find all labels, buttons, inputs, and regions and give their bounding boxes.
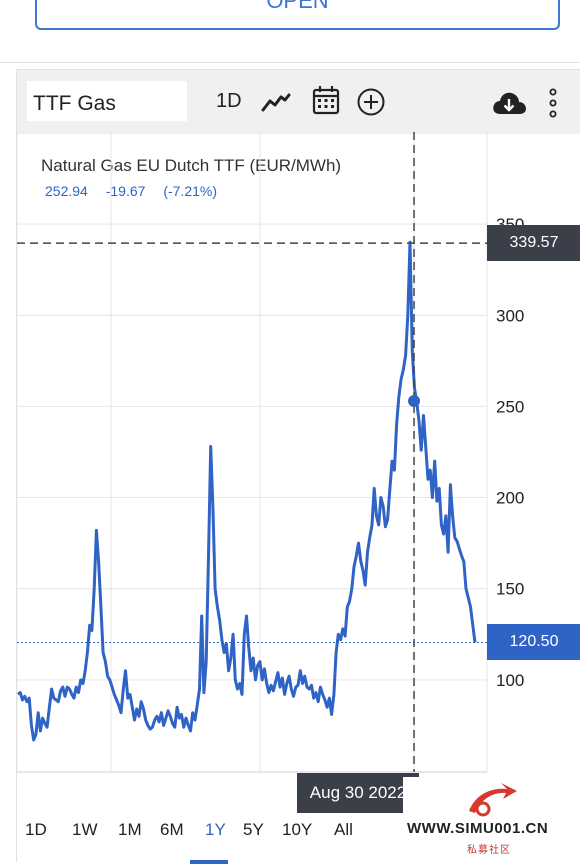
crosshair-price-tag: 339.57 — [487, 225, 580, 262]
range-1w[interactable]: 1W — [72, 820, 98, 839]
y-tick-label: 300 — [496, 306, 524, 325]
watermark: WWW.SIMU001.CN 私募社区 — [403, 777, 580, 857]
chart-card: TTF Gas 1D Natural Gas EU Dutch TT — [16, 69, 580, 864]
range-1m[interactable]: 1M — [118, 820, 142, 839]
chart-title: Natural Gas EU Dutch TTF (EUR/MWh) — [41, 156, 342, 175]
line-chart-icon[interactable] — [261, 89, 291, 115]
chart-toolbar: TTF Gas 1D — [17, 70, 580, 134]
watermark-subtext: 私募社区 — [467, 845, 511, 856]
price-chart[interactable]: 100150200250300350JanMay — [17, 70, 580, 780]
y-tick-label: 250 — [496, 397, 524, 416]
range-selector: 1D 1W 1M 6M 1Y 5Y 10Y All — [25, 820, 381, 850]
open-button[interactable]: OPEN — [35, 0, 560, 30]
cloud-download-icon[interactable] — [491, 90, 527, 116]
y-tick-label: 150 — [496, 580, 524, 599]
range-1y[interactable]: 1Y — [205, 820, 226, 839]
range-all[interactable]: All — [334, 820, 353, 839]
symbol-input[interactable]: TTF Gas — [27, 81, 187, 121]
range-5y[interactable]: 5Y — [243, 820, 264, 839]
range-6m[interactable]: 6M — [160, 820, 184, 839]
more-vertical-icon[interactable] — [547, 87, 559, 119]
crosshair-point — [408, 395, 421, 408]
top-area: OPEN — [0, 0, 580, 63]
y-tick-label: 100 — [496, 671, 524, 690]
range-10y[interactable]: 10Y — [282, 820, 313, 839]
price-change-pct: (-7.21%) — [163, 183, 217, 199]
range-1d[interactable]: 1D — [25, 820, 47, 839]
watermark-text: WWW.SIMU001.CN — [407, 820, 549, 837]
current-price-tag: 120.50 — [487, 624, 580, 661]
calendar-icon[interactable] — [311, 84, 341, 116]
y-tick-label: 200 — [496, 489, 524, 508]
chart-stats: 252.94 -19.67 (-7.21%) — [45, 183, 229, 199]
price-change: -19.67 — [105, 183, 146, 199]
last-price: 252.94 — [45, 183, 88, 199]
series-line — [17, 240, 477, 742]
crosshair-date-tag: Aug 30 2022 — [297, 773, 419, 813]
interval-selector[interactable]: 1D — [216, 90, 242, 112]
plus-circle-icon[interactable] — [356, 87, 386, 117]
watermark-logo-icon — [469, 783, 517, 817]
